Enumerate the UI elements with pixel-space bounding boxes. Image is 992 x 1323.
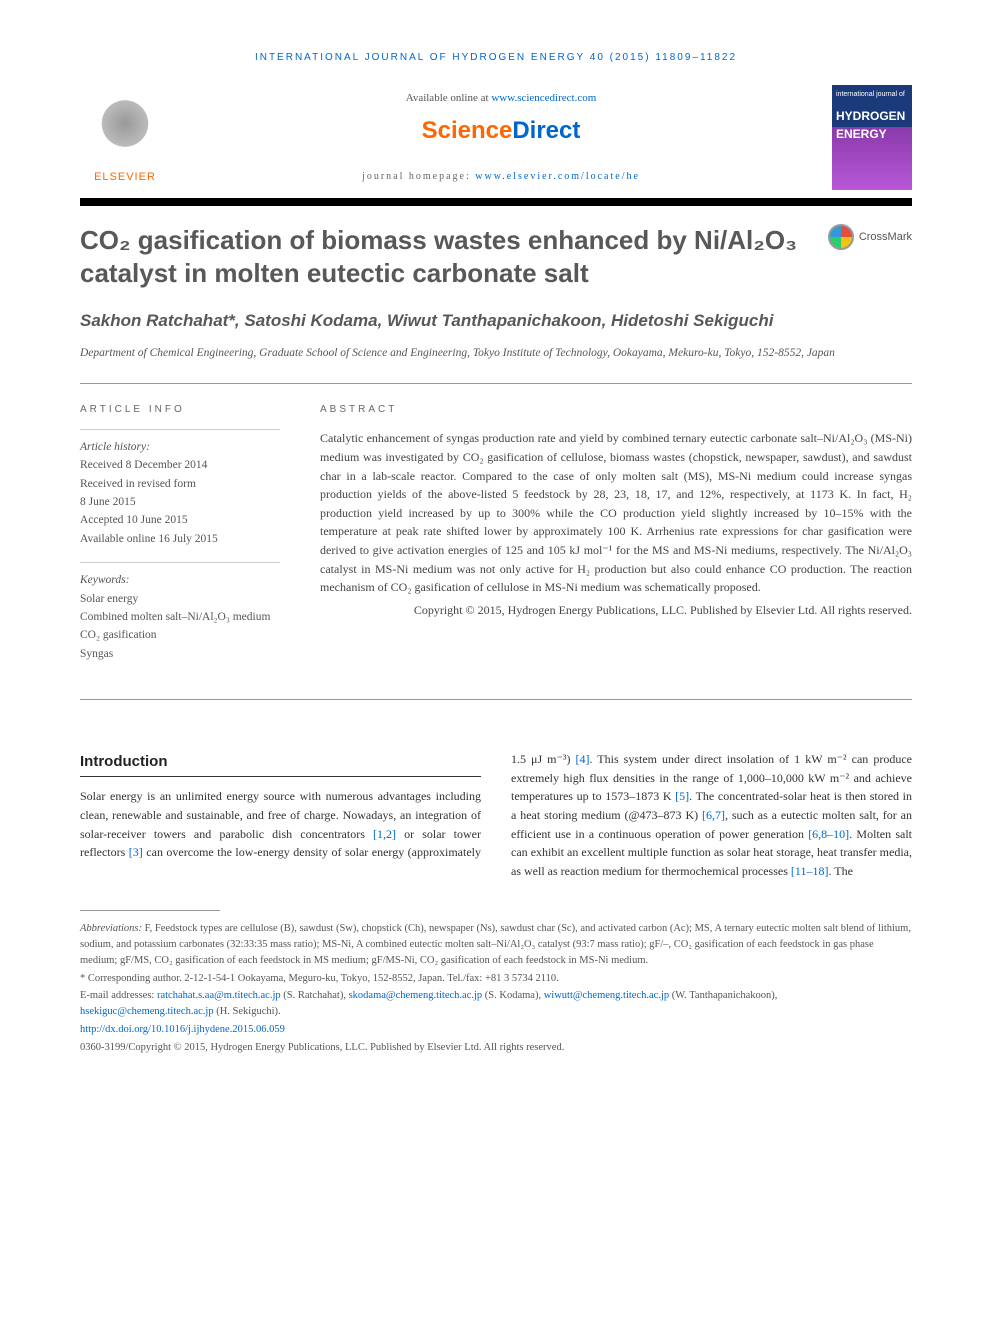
abbreviations: Abbreviations: F, Feedstock types are ce… (80, 921, 912, 968)
keywords-head: Keywords: (80, 571, 280, 589)
footnotes: Abbreviations: F, Feedstock types are ce… (80, 921, 912, 1055)
available-online: Available online at www.sciencedirect.co… (185, 90, 817, 107)
elsevier-tree-icon (90, 99, 160, 169)
keyword: CO₂ gasification (80, 626, 280, 644)
email-addresses: E-mail addresses: ratchahat.s.aa@m.titec… (80, 988, 912, 1020)
issn-copyright: 0360-3199/Copyright © 2015, Hydrogen Ene… (80, 1040, 912, 1056)
author-list: Sakhon Ratchahat*, Satoshi Kodama, Wiwut… (80, 309, 912, 333)
corresponding-author: * Corresponding author. 2-12-1-54-1 Ooka… (80, 971, 912, 987)
article-info-label: ARTICLE INFO (80, 402, 280, 417)
abstract-label: ABSTRACT (320, 402, 912, 418)
sciencedirect-logo[interactable]: ScienceDirect (185, 113, 817, 149)
footnote-rule (80, 910, 220, 911)
citation-link[interactable]: [4] (575, 752, 589, 766)
abstract-copyright: Copyright © 2015, Hydrogen Energy Public… (320, 601, 912, 620)
history-line: Accepted 10 June 2015 (80, 511, 280, 529)
publisher-header: ELSEVIER Available online at www.science… (80, 85, 912, 190)
abbrev-text: F, Feedstock types are cellulose (B), sa… (80, 923, 911, 966)
email-label: E-mail addresses: (80, 990, 157, 1001)
history-line: Received 8 December 2014 (80, 456, 280, 474)
doi-link[interactable]: http://dx.doi.org/10.1016/j.ijhydene.201… (80, 1024, 285, 1035)
email-link[interactable]: hsekiguc@chemeng.titech.ac.jp (80, 1006, 214, 1017)
crossmark-badge[interactable]: CrossMark (828, 224, 912, 250)
citation-link[interactable]: [11–18] (791, 864, 829, 878)
citation-link[interactable]: [6,7] (702, 808, 725, 822)
elsevier-logo[interactable]: ELSEVIER (80, 85, 170, 185)
history-line: Available online 16 July 2015 (80, 530, 280, 548)
citation-link[interactable]: [6,8–10] (808, 827, 849, 841)
email-link[interactable]: skodama@chemeng.titech.ac.jp (349, 990, 483, 1001)
journal-homepage: journal homepage: www.elsevier.com/locat… (185, 169, 817, 184)
keywords-block: Keywords: Solar energy Combined molten s… (80, 562, 280, 663)
crossmark-label: CrossMark (859, 229, 912, 246)
cover-big-text: HYDROGENENERGY (836, 107, 905, 143)
abbrev-label: Abbreviations: (80, 923, 142, 934)
affiliation: Department of Chemical Engineering, Grad… (80, 345, 912, 361)
history-line: Received in revised form (80, 475, 280, 493)
body-text: Introduction Solar energy is an unlimite… (80, 750, 912, 880)
crossmark-icon (828, 224, 854, 250)
sd-logo-left: Science (422, 117, 513, 144)
email-link[interactable]: ratchahat.s.aa@m.titech.ac.jp (157, 990, 281, 1001)
email-link[interactable]: wiwutt@chemeng.titech.ac.jp (544, 990, 669, 1001)
history-head: Article history: (80, 438, 280, 456)
article-info: ARTICLE INFO Article history: Received 8… (80, 402, 280, 677)
cover-small-text: international journal of (836, 91, 908, 99)
homepage-label: journal homepage: (362, 171, 475, 182)
homepage-link[interactable]: www.elsevier.com/locate/he (475, 171, 640, 182)
keyword: Combined molten salt–Ni/Al₂O₃ medium (80, 608, 280, 626)
citation-link[interactable]: [1,2] (373, 827, 396, 841)
keyword: Syngas (80, 645, 280, 663)
citation-link[interactable]: [3] (129, 845, 143, 859)
sciencedirect-link[interactable]: www.sciencedirect.com (491, 92, 596, 104)
header-rule (80, 198, 912, 206)
available-prefix: Available online at (406, 92, 492, 104)
elsevier-name: ELSEVIER (94, 169, 156, 186)
journal-cover-thumb[interactable]: international journal of HYDROGENENERGY (832, 85, 912, 190)
sd-logo-right: Direct (512, 117, 580, 144)
abstract: ABSTRACT Catalytic enhancement of syngas… (320, 402, 912, 677)
citation-link[interactable]: [5] (675, 789, 689, 803)
abstract-text: Catalytic enhancement of syngas producti… (320, 429, 912, 596)
article-title: CO₂ gasification of biomass wastes enhan… (80, 224, 808, 289)
running-head: INTERNATIONAL JOURNAL OF HYDROGEN ENERGY… (80, 50, 912, 65)
article-history: Article history: Received 8 December 201… (80, 429, 280, 548)
intro-heading: Introduction (80, 750, 481, 777)
history-line: 8 June 2015 (80, 493, 280, 511)
keyword: Solar energy (80, 590, 280, 608)
